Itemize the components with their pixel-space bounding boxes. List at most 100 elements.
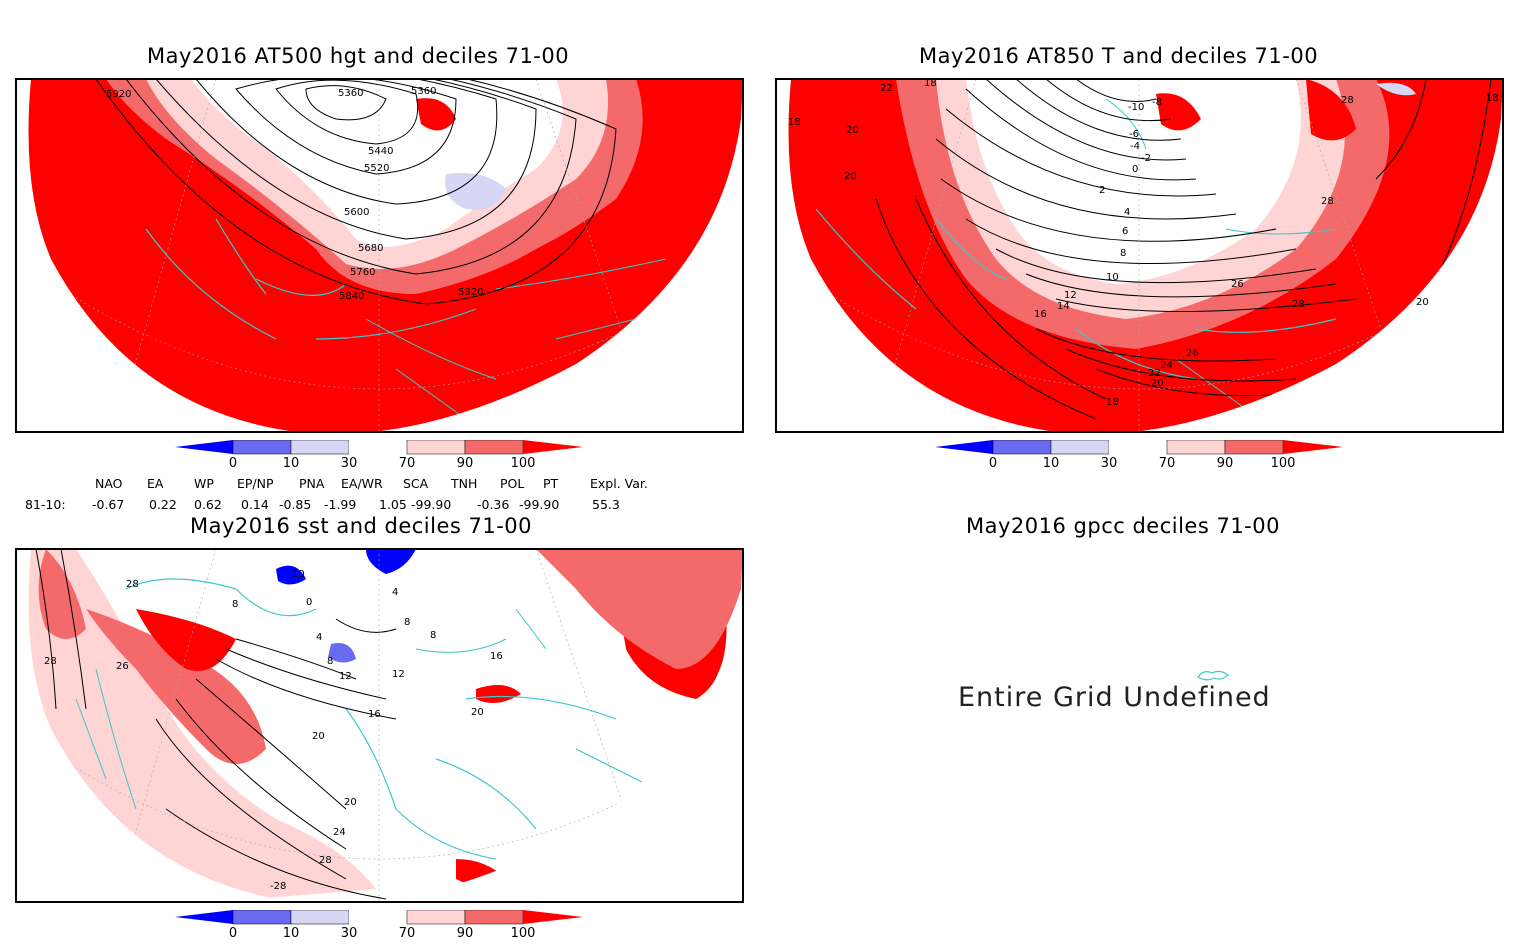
index-value: -0.36 [477,497,510,512]
colorbar-tick: 0 [228,926,238,941]
colorbar-swatches [175,910,583,925]
contour-label: 20 [312,731,325,742]
map-t850-svg: 18 22 18 20 20 -10 -8 -6 -4 -2 0 2 4 6 8… [776,79,1503,432]
contour-label: 20 [1151,378,1164,389]
contour-label: 5760 [350,267,375,278]
colorbar-tick: 100 [510,456,536,471]
contour-label: 18 [788,117,801,128]
contour-label: 20 [471,707,484,718]
colorbar-tick: 70 [398,926,416,941]
contour-label: 4 [392,587,398,598]
contour-label: 5360 [411,86,436,97]
contour-label: 5920 [106,89,131,100]
colorbar-tick: 100 [1270,456,1296,471]
index-header: Expl. Var. [590,476,648,491]
index-header: WP [194,476,214,491]
contour-label: 4 [316,632,322,643]
contour-label: 24 [1160,360,1173,371]
coastline-lines [145,218,477,340]
colorbar-hgt: 0 10 30 70 90 100 [175,440,585,476]
colorbar-tick: 0 [988,456,998,471]
contour-label: -8 [1152,97,1162,108]
contour-label: 2 [1099,185,1105,196]
contour-label: 22 [1148,368,1161,379]
gpcc-coast-fragment [1197,670,1229,681]
colorbar-tick: 30 [340,456,358,471]
index-value: -99.90 [411,497,452,512]
contour-label: -2 [1141,153,1151,164]
index-header: EA/WR [341,476,383,491]
panel-title-sst: May2016 sst and deciles 71-00 [190,514,533,538]
index-value: 1.05 [379,497,407,512]
deciles-90-fill [86,609,266,764]
contour-label: 28 [44,656,57,667]
map-hgt-svg: 5920 5360 5360 5440 5520 5600 5680 5760 … [16,79,743,432]
colorbar-tick: 10 [282,926,300,941]
contour-label: -4 [1130,141,1140,152]
colorbar-swatches [175,440,583,455]
contour-label: 5520 [364,163,389,174]
colorbar-tick: 70 [1158,456,1176,471]
colorbar-sst: 0 10 30 70 90 100 [175,910,585,946]
contour-label: 5680 [358,243,383,254]
height-contours [95,79,617,305]
contour-label: 14 [1057,301,1070,312]
index-header: EP/NP [237,476,274,491]
contour-label: -10 [1128,102,1144,113]
index-value: -0.67 [92,497,125,512]
panel-title-hgt: May2016 AT500 hgt and deciles 71-00 [147,44,570,68]
contour-label: 12 [339,671,352,682]
contour-label: -28 [270,881,286,892]
border-lines [75,608,547,810]
contour-label: 16 [490,651,503,662]
contour-label: 20 [1416,297,1429,308]
colorbar-tick: 90 [456,456,474,471]
coastline-lines [125,578,657,860]
contour-label: -6 [1129,129,1139,140]
deciles-10-fill [328,643,356,663]
contour-label: 20 [344,797,357,808]
sst-contours [35,549,397,900]
deciles-low-fill [366,549,416,574]
map-panel-hgt: 5920 5360 5360 5440 5520 5600 5680 5760 … [15,78,744,433]
contour-label: 28 [1292,299,1305,310]
contour-label: 5920 [458,287,483,298]
panel-title-gpcc: May2016 gpcc deciles 71-00 [966,514,1280,538]
colorbar-t850: 0 10 30 70 90 100 [935,440,1345,476]
contour-label: 0 [306,597,312,608]
colorbar-tick: 90 [1216,456,1234,471]
contour-label: 5440 [368,146,393,157]
index-value: 55.3 [592,497,620,512]
deciles-high-spot [416,98,456,131]
index-value: 0.14 [241,497,269,512]
index-header: EA [147,476,164,491]
contour-label: 8 [404,617,410,628]
deciles-high-fill [476,685,521,703]
index-value: -99.90 [519,497,560,512]
index-header: SCA [403,476,429,491]
index-header: PNA [299,476,325,491]
index-header: TNH [451,476,478,491]
index-header: POL [500,476,525,491]
contour-label: 12 [392,669,405,680]
contour-label: 18 [1486,93,1499,104]
map-panel-t850: 18 22 18 20 20 -10 -8 -6 -4 -2 0 2 4 6 8… [775,78,1504,433]
colorbar-tick: 0 [228,456,238,471]
contour-label: 8 [327,656,333,667]
colorbar-tick: 100 [510,926,536,941]
contour-label: 16 [368,709,381,720]
contour-label: 5840 [339,291,364,302]
contour-label: 18 [924,79,937,89]
contour-label: 20 [846,125,859,136]
index-value: 0.62 [194,497,222,512]
contour-label: 8 [232,599,238,610]
contour-label: 16 [1034,309,1047,320]
contour-label: 20 [844,171,857,182]
border-lines [1105,98,1337,410]
contour-label: 10 [292,569,305,580]
deciles-high-spot [1156,93,1201,131]
undefined-grid-message: Entire Grid Undefined [958,682,1271,713]
map-sst-svg: 28 28 26 10 0 8 4 8 12 16 20 20 24 28 -2… [16,549,743,902]
contour-label: 24 [333,827,346,838]
deciles-normal-fill [966,79,1301,284]
